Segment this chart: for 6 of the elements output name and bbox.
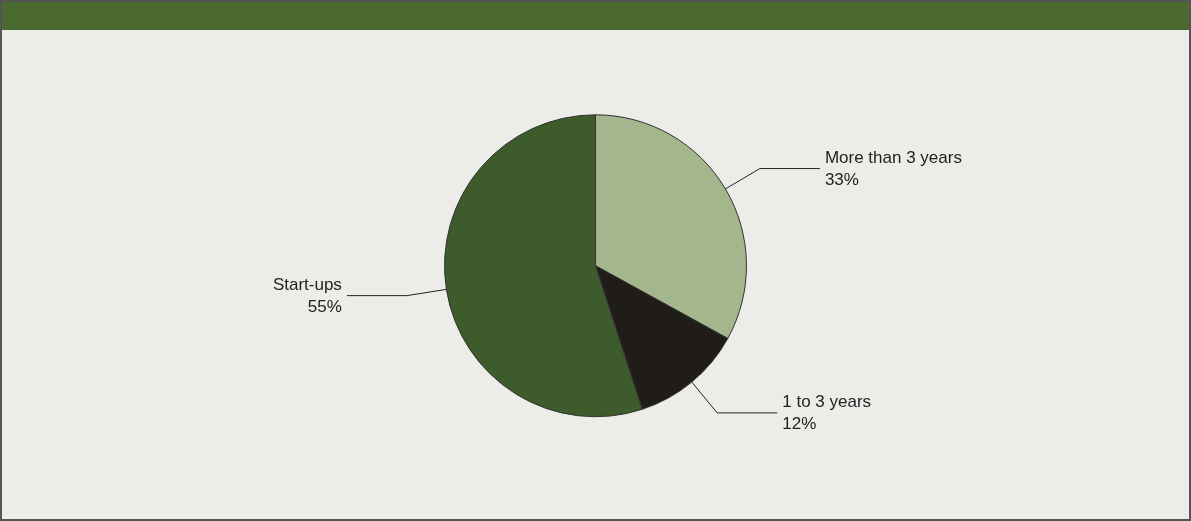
slice-label: Start-ups [272, 275, 342, 295]
data-label: 55% [307, 297, 342, 317]
data-label: 12% [782, 414, 817, 434]
data-label: 33% [824, 170, 859, 190]
slice-label: 1 to 3 years [782, 392, 872, 412]
slice-label: More than 3 years [824, 148, 962, 168]
